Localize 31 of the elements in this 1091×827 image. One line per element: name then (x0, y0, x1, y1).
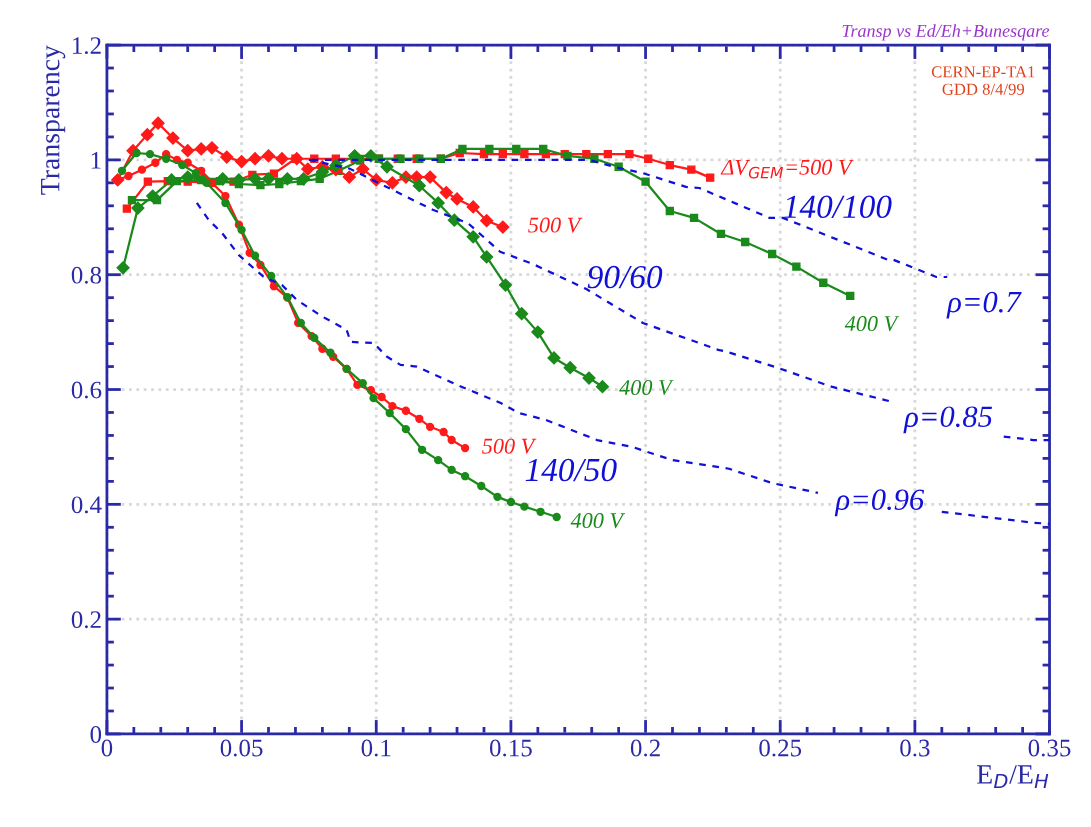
x-tick-label: 0.35 (1028, 739, 1071, 757)
chart-title: Transp vs Ed/Eh+Bunesqare (842, 24, 1050, 41)
y-tick-label: 0.4 (71, 496, 102, 514)
x-tick-label: 0.05 (220, 739, 263, 757)
series-label: ρ=0.85 (903, 406, 993, 434)
y-axis-title: Transparency (41, 45, 66, 195)
y-tick-label: 1.2 (73, 37, 101, 55)
series-label: 400 V (844, 316, 900, 332)
annotation: 140/50 (525, 458, 617, 482)
x-tick-label: 0.1 (361, 739, 391, 757)
series-label: ρ=0.7 (946, 291, 1022, 319)
annotation: 90/60 (587, 265, 663, 289)
x-tick-label: 0.3 (900, 739, 930, 757)
series-label: ΔV$_{GEM}$=500 V (720, 159, 854, 179)
x-axis-title: E$_{D}$/E$_{H}$ (977, 765, 1049, 789)
series-label: 400 V (570, 513, 626, 529)
y-tick-label: 1 (91, 152, 101, 169)
y-tick-label: 0.2 (71, 611, 101, 629)
x-tick-label: 0 (101, 739, 113, 757)
series-label: 400 V (619, 379, 674, 396)
series-label: 500 V (482, 438, 537, 454)
x-tick-label: 0.2 (630, 739, 660, 757)
x-tick-label: 0.25 (759, 739, 802, 757)
y-tick-label: 0.8 (71, 266, 102, 284)
x-tick-label: 0.15 (489, 739, 532, 757)
y-tick-label: 0.6 (71, 381, 102, 399)
y-tick-label: 0 (90, 726, 102, 743)
annotation: 140/100 (783, 195, 892, 219)
series-label: ρ=0.96 (834, 489, 925, 517)
series-label: 500 V (528, 217, 583, 233)
annotation: CERN-EP-TA1 GDD 8/4/99 (931, 66, 1035, 95)
